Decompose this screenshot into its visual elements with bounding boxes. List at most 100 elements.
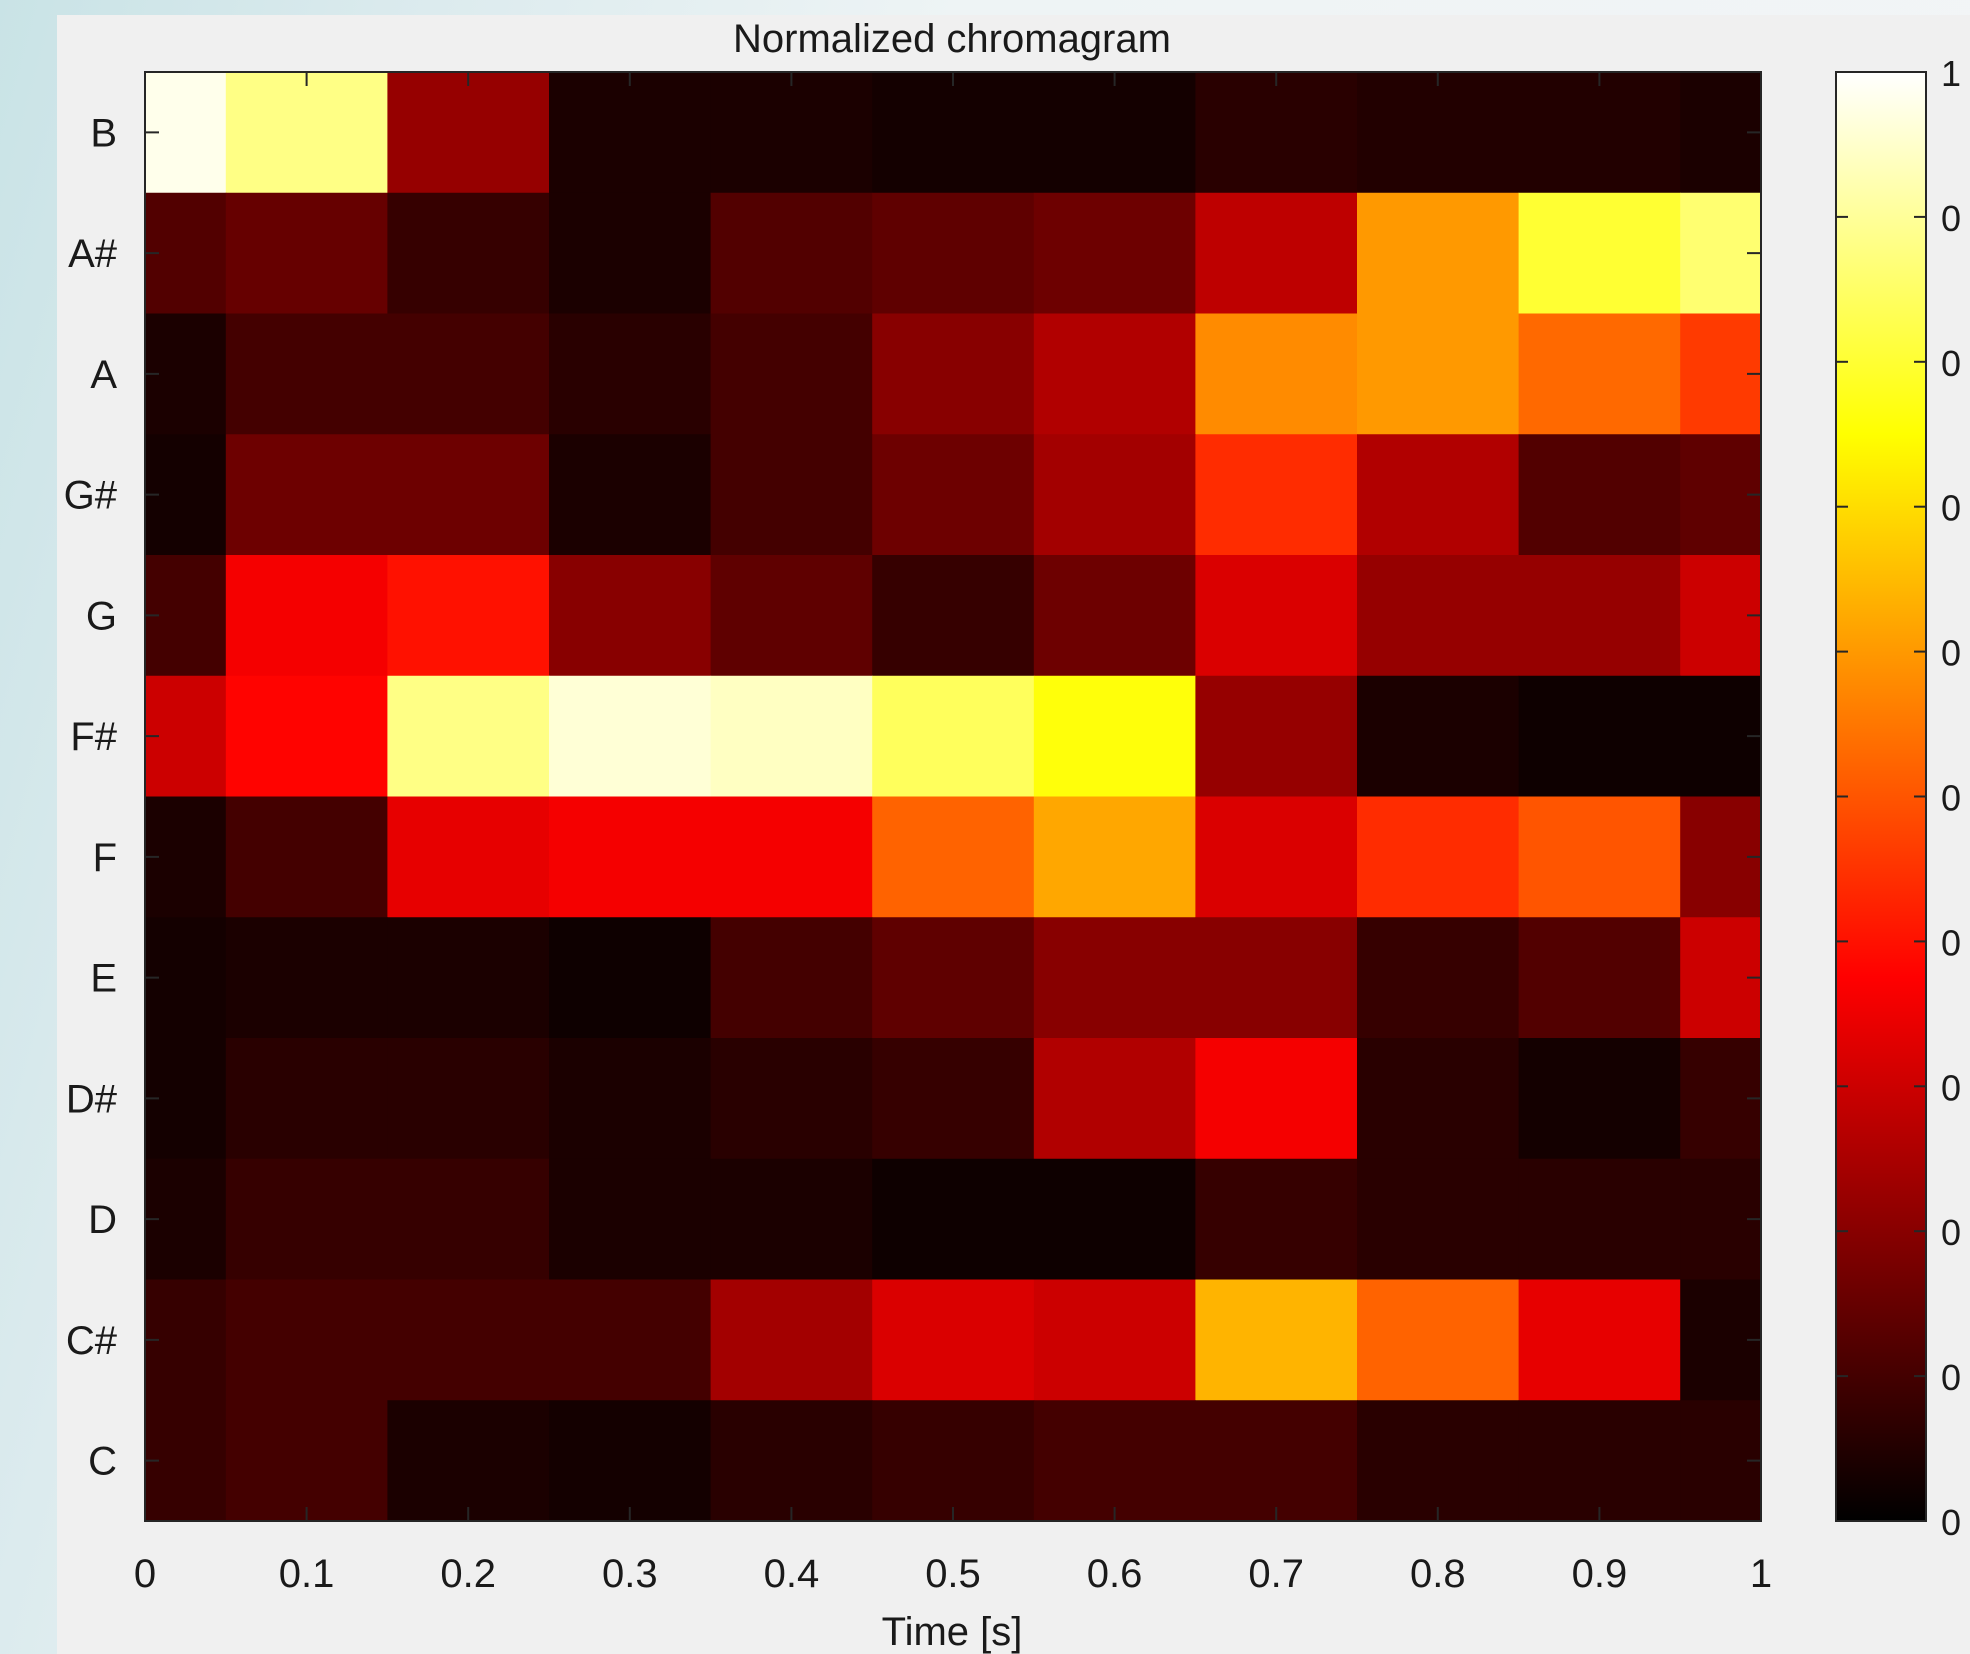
heatmap-cell: [549, 1279, 712, 1401]
y-tick-label: G: [86, 594, 117, 638]
heatmap-cell: [872, 796, 1035, 918]
heatmap-cell: [1033, 796, 1196, 918]
heatmap-cell: [1033, 434, 1196, 556]
heatmap-cell: [1195, 1400, 1358, 1522]
heatmap-cell: [1357, 434, 1520, 556]
heatmap-cell: [1033, 192, 1196, 314]
y-tick-label: D: [88, 1198, 117, 1242]
heatmap-cell: [872, 72, 1035, 194]
heatmap-cells: [145, 72, 1762, 1522]
heatmap-cell: [710, 192, 873, 314]
y-tick-label: E: [90, 957, 117, 1001]
heatmap-cell: [1518, 434, 1681, 556]
heatmap-cell: [1033, 917, 1196, 1039]
x-tick-label: 0: [134, 1552, 156, 1596]
heatmap-cell: [872, 1158, 1035, 1280]
x-axis-label: Time [s]: [882, 1610, 1023, 1654]
x-tick-label: 0.6: [1087, 1552, 1143, 1596]
heatmap-cell: [387, 192, 550, 314]
heatmap-cell: [387, 675, 550, 797]
y-tick-label: C: [88, 1440, 117, 1484]
heatmap-cell: [1033, 555, 1196, 677]
heatmap-cell: [1357, 917, 1520, 1039]
heatmap-cell: [710, 1400, 873, 1522]
colorbar-tick-label: 0: [1941, 1502, 1961, 1543]
colorbar-tick-label: 1: [1941, 53, 1961, 94]
y-tick-label: F: [93, 836, 117, 880]
heatmap-cell: [710, 555, 873, 677]
colorbar-tick-label: 0: [1941, 488, 1961, 529]
heatmap-cell: [1357, 1279, 1520, 1401]
heatmap-cell: [710, 917, 873, 1039]
heatmap-cell: [1195, 434, 1358, 556]
heatmap-cell: [1033, 1400, 1196, 1522]
heatmap-cell: [225, 1279, 388, 1401]
x-tick-label: 0.1: [279, 1552, 335, 1596]
heatmap-cell: [387, 555, 550, 677]
heatmap-cell: [225, 1158, 388, 1280]
heatmap-cell: [710, 1038, 873, 1160]
heatmap-cell: [1518, 1038, 1681, 1160]
heatmap-cell: [387, 1279, 550, 1401]
heatmap-cell: [549, 1038, 712, 1160]
heatmap-cell: [225, 796, 388, 918]
heatmap-cell: [387, 313, 550, 435]
heatmap-cell: [225, 1038, 388, 1160]
heatmap-cell: [1033, 1279, 1196, 1401]
heatmap-cell: [549, 555, 712, 677]
heatmap-cell: [872, 192, 1035, 314]
y-tick-label: A: [90, 353, 117, 397]
heatmap-cell: [872, 917, 1035, 1039]
heatmap-cell: [872, 1038, 1035, 1160]
heatmap-cell: [1518, 72, 1681, 194]
heatmap-cell: [710, 434, 873, 556]
heatmap-cell: [1195, 313, 1358, 435]
heatmap-cell: [1195, 1038, 1358, 1160]
colorbar-tick-label: 0: [1941, 198, 1961, 239]
heatmap-cell: [1033, 1158, 1196, 1280]
heatmap-cell: [1518, 1279, 1681, 1401]
heatmap-cell: [1357, 1400, 1520, 1522]
heatmap-cell: [1357, 1158, 1520, 1280]
heatmap-cell: [1357, 675, 1520, 797]
heatmap-cell: [1518, 1158, 1681, 1280]
y-tick-label: G#: [64, 474, 118, 518]
heatmap-cell: [1357, 192, 1520, 314]
heatmap-cell: [387, 1038, 550, 1160]
heatmap-cell: [710, 796, 873, 918]
heatmap-cell: [1357, 555, 1520, 677]
heatmap-cell: [1195, 675, 1358, 797]
heatmap-cell: [225, 1400, 388, 1522]
heatmap-cell: [872, 1400, 1035, 1522]
x-tick-label: 0.2: [440, 1552, 496, 1596]
y-tick-label: A#: [68, 232, 118, 276]
heatmap-cell: [1033, 313, 1196, 435]
heatmap-cell: [549, 796, 712, 918]
heatmap-cell: [1195, 192, 1358, 314]
colorbar-ticks: 1 0 0 0 0 0 0 0 0 0 0: [1836, 53, 1961, 1543]
y-ticks: B A# A G# G F# F E D# D C# C: [64, 111, 1761, 1484]
heatmap-cell: [872, 1279, 1035, 1401]
heatmap-cell: [387, 1158, 550, 1280]
heatmap-cell: [225, 434, 388, 556]
heatmap-cell: [549, 192, 712, 314]
colorbar-tick-label: 0: [1941, 343, 1961, 384]
heatmap-cell: [872, 555, 1035, 677]
y-tick-label: D#: [66, 1077, 118, 1121]
x-tick-label: 0.4: [764, 1552, 820, 1596]
heatmap-cell: [225, 555, 388, 677]
heatmap-cell: [225, 313, 388, 435]
chromagram-chart: Normalized chromagram BA#AG#GF#FED#DC#C …: [64, 17, 1961, 1654]
heatmap-cell: [549, 1400, 712, 1522]
heatmap-cell: [549, 917, 712, 1039]
heatmap-cell: [1518, 555, 1681, 677]
heatmap-cell: [1195, 1158, 1358, 1280]
colorbar-tick-label: 0: [1941, 1357, 1961, 1398]
heatmap-cell: [549, 1158, 712, 1280]
heatmap-cell: [1518, 1400, 1681, 1522]
heatmap-cell: [549, 72, 712, 194]
heatmap-cell: [387, 796, 550, 918]
heatmap-cell: [872, 434, 1035, 556]
heatmap-cell: [1357, 1038, 1520, 1160]
heatmap-cell: [710, 1279, 873, 1401]
